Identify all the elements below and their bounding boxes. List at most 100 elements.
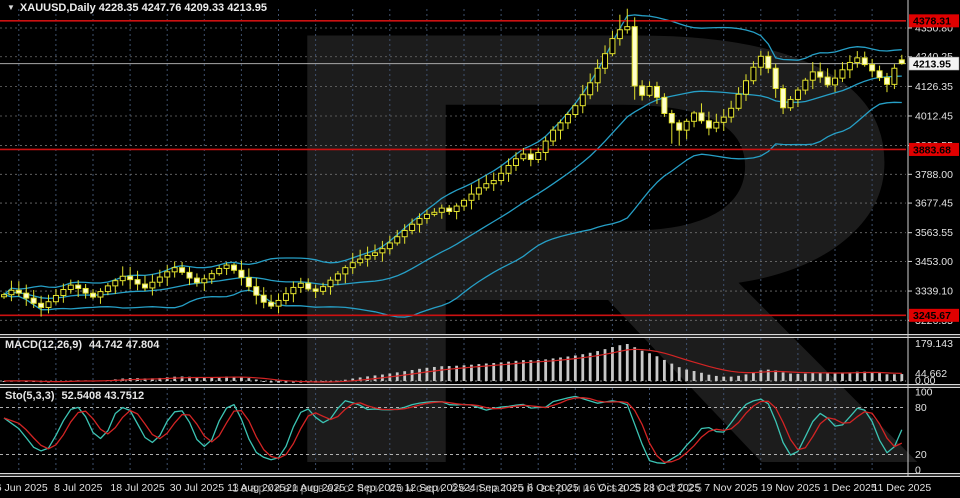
- candle-body: [453, 205, 460, 213]
- candle-body: [349, 262, 356, 269]
- price-tick-label: 3339.10: [915, 286, 953, 298]
- macd-histogram-bar: [863, 371, 867, 381]
- macd-histogram-bar: [729, 376, 733, 381]
- candle-body: [780, 88, 787, 109]
- date-label[interactable]: 21 Aug 2025: [286, 482, 345, 494]
- candle-body: [231, 264, 238, 271]
- candle-body: [193, 277, 200, 284]
- candle-body: [475, 187, 482, 195]
- macd-histogram-bar: [395, 372, 399, 381]
- time-axis[interactable]: 26 Jun 2025 8 Jul 2025 18 Jul 2025 30 Jul 2…: [0, 482, 931, 494]
- macd-histogram-bar: [855, 371, 859, 381]
- price-axis[interactable]: 4350.804240.254126.354012.453898.553788.…: [907, 0, 960, 477]
- sto-axis-label: 100: [915, 387, 933, 399]
- candle-body: [282, 293, 289, 301]
- macd-histogram-bar: [262, 381, 266, 382]
- macd-histogram-bar: [477, 364, 481, 381]
- separator-line: [0, 334, 960, 335]
- candle-body: [883, 77, 890, 85]
- price-level-badge: [909, 14, 959, 28]
- date-label[interactable]: 11 Aug 2025: [227, 482, 285, 494]
- candlesticks-layer[interactable]: [1, 8, 905, 317]
- candle-body: [839, 69, 846, 79]
- date-label[interactable]: 18 Jul 2025: [110, 482, 164, 494]
- date-label[interactable]: 26 Jun 2025: [0, 482, 48, 494]
- macd-label-overlay: MACD(12,26,9) 44.742 47.804: [5, 339, 159, 351]
- date-label[interactable]: 1 Dec 2025: [823, 482, 877, 494]
- date-label[interactable]: 12 Sep 2025: [405, 482, 465, 494]
- date-label[interactable]: 24 Sep 2025: [464, 482, 524, 494]
- candle-body: [646, 85, 653, 96]
- candle-body: [275, 299, 282, 307]
- candle-body: [223, 264, 230, 269]
- candle-body: [668, 112, 675, 124]
- price-level-badge: [909, 142, 959, 156]
- macd-histogram-bar: [603, 349, 607, 381]
- stochastic-indicator-name: Sto(5,3,3): [5, 390, 55, 402]
- price-tick-label: 3453.00: [915, 256, 953, 268]
- symbol-dropdown-icon[interactable]: ▼: [7, 3, 15, 12]
- price-level-badge-label: 3245.67: [913, 310, 951, 322]
- candle-body: [832, 77, 839, 86]
- candle-body: [320, 286, 327, 292]
- macd-histogram-bar: [662, 359, 666, 381]
- candle-body: [268, 301, 275, 307]
- candle-body: [824, 76, 831, 86]
- macd-histogram-bar: [581, 354, 585, 381]
- macd-histogram-bar: [759, 370, 763, 381]
- date-label[interactable]: 2 Sep 2025: [348, 482, 402, 494]
- date-label[interactable]: 7 Nov 2025: [704, 482, 758, 494]
- date-label[interactable]: 16 Oct 2025: [584, 482, 641, 494]
- macd-histogram-bar: [752, 372, 755, 381]
- date-label[interactable]: 8 Jul 2025: [54, 482, 103, 494]
- date-label[interactable]: 28 Oct 2025: [643, 482, 700, 494]
- macd-histogram-bar: [291, 381, 295, 383]
- candle-body: [334, 273, 341, 281]
- sto-axis-label: 0: [915, 465, 921, 477]
- candle-body: [520, 153, 527, 160]
- separator-line: [0, 476, 960, 477]
- candle-body: [720, 116, 727, 123]
- macd-histogram-bar: [277, 381, 280, 383]
- chart-title-overlay: ▼ XAUUSD,Daily 4228.35 4247.76 4209.33 42…: [7, 2, 267, 14]
- candle-body: [505, 164, 512, 174]
- macd-histogram-bar: [655, 356, 659, 381]
- candle-body: [416, 218, 423, 225]
- candle-body: [386, 242, 393, 250]
- macd-histogram-bar: [781, 372, 785, 381]
- date-label[interactable]: 11 Dec 2025: [872, 482, 931, 494]
- macd-histogram-bar: [425, 367, 429, 381]
- candle-body: [357, 258, 364, 264]
- separator-line: [0, 337, 960, 338]
- candle-body: [216, 267, 223, 275]
- date-label[interactable]: 19 Nov 2025: [761, 482, 821, 494]
- candle-body: [97, 291, 104, 298]
- stochastic-main-line: [3, 395, 903, 465]
- candle-body: [624, 26, 631, 31]
- macd-histogram-bar: [529, 360, 533, 381]
- macd-histogram-bar: [351, 378, 355, 381]
- macd-histogram-bar: [514, 360, 518, 381]
- macd-histogram-bar: [566, 356, 570, 381]
- price-tick-label: 4012.45: [915, 110, 953, 122]
- date-label[interactable]: 6 Oct 2025: [527, 482, 579, 494]
- macd-histogram-bar: [885, 374, 889, 381]
- macd-histogram-bar: [247, 378, 251, 381]
- candle-body: [846, 62, 853, 71]
- candle-body: [245, 277, 252, 288]
- macd-histogram-bar: [707, 374, 711, 381]
- date-label[interactable]: 30 Jul 2025: [170, 482, 224, 494]
- candle-body: [639, 85, 646, 96]
- candle-body: [535, 151, 542, 161]
- macd-histogram-bar: [573, 355, 577, 381]
- bollinger-upper: [3, 14, 902, 296]
- candle-body: [290, 286, 297, 295]
- stochastic-signal-line: [3, 397, 903, 463]
- price-level-badge: [909, 308, 959, 322]
- macd-histogram-bar: [714, 375, 718, 381]
- current-price-badge: [908, 56, 960, 71]
- macd-histogram-bar: [833, 373, 837, 381]
- macd-histogram-bar: [462, 365, 466, 381]
